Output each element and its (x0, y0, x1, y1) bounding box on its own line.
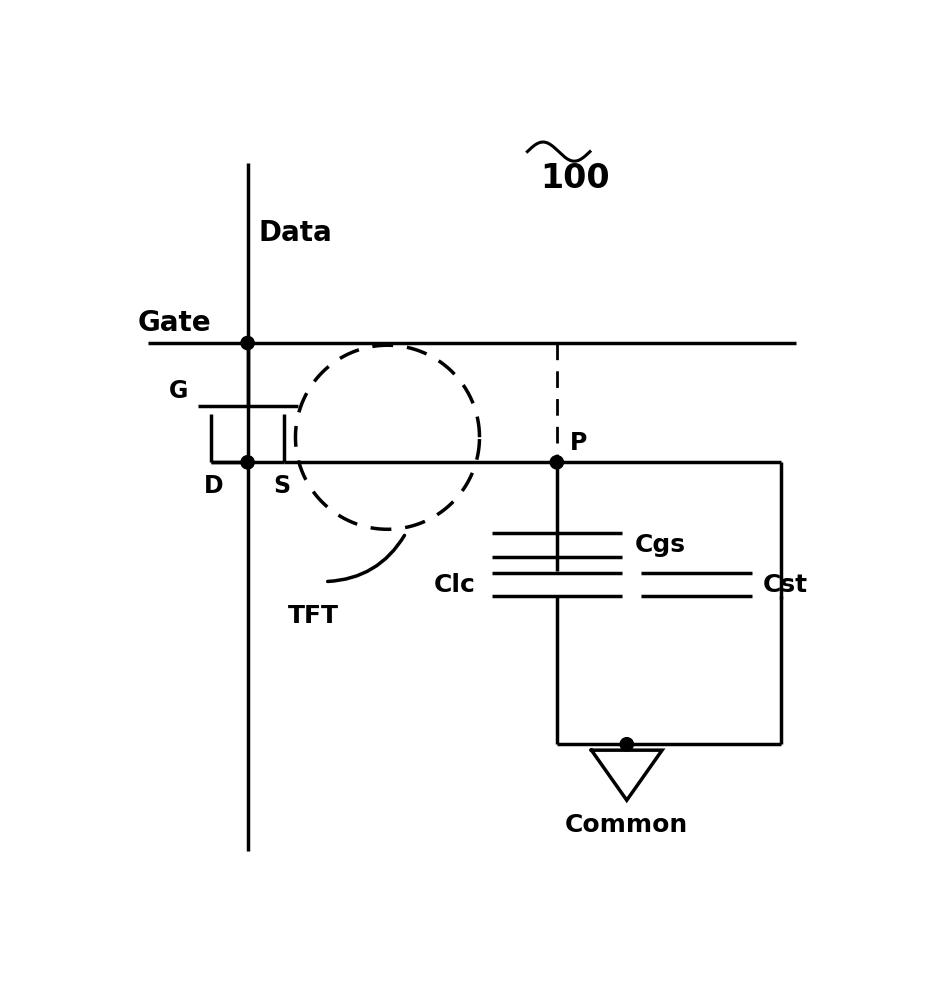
Text: P: P (570, 431, 587, 455)
Text: G: G (169, 379, 189, 403)
Text: Cgs: Cgs (635, 533, 686, 557)
Text: Clc: Clc (434, 573, 476, 597)
Circle shape (241, 456, 255, 469)
Text: 100: 100 (541, 162, 610, 195)
Text: Data: Data (258, 219, 332, 247)
Text: Cst: Cst (763, 573, 808, 597)
Text: D: D (204, 474, 223, 498)
Circle shape (550, 456, 563, 469)
Text: Common: Common (565, 813, 689, 837)
Text: TFT: TFT (289, 604, 339, 628)
Circle shape (620, 738, 634, 751)
Circle shape (241, 336, 255, 350)
Text: S: S (273, 474, 290, 498)
Text: Gate: Gate (137, 309, 211, 337)
